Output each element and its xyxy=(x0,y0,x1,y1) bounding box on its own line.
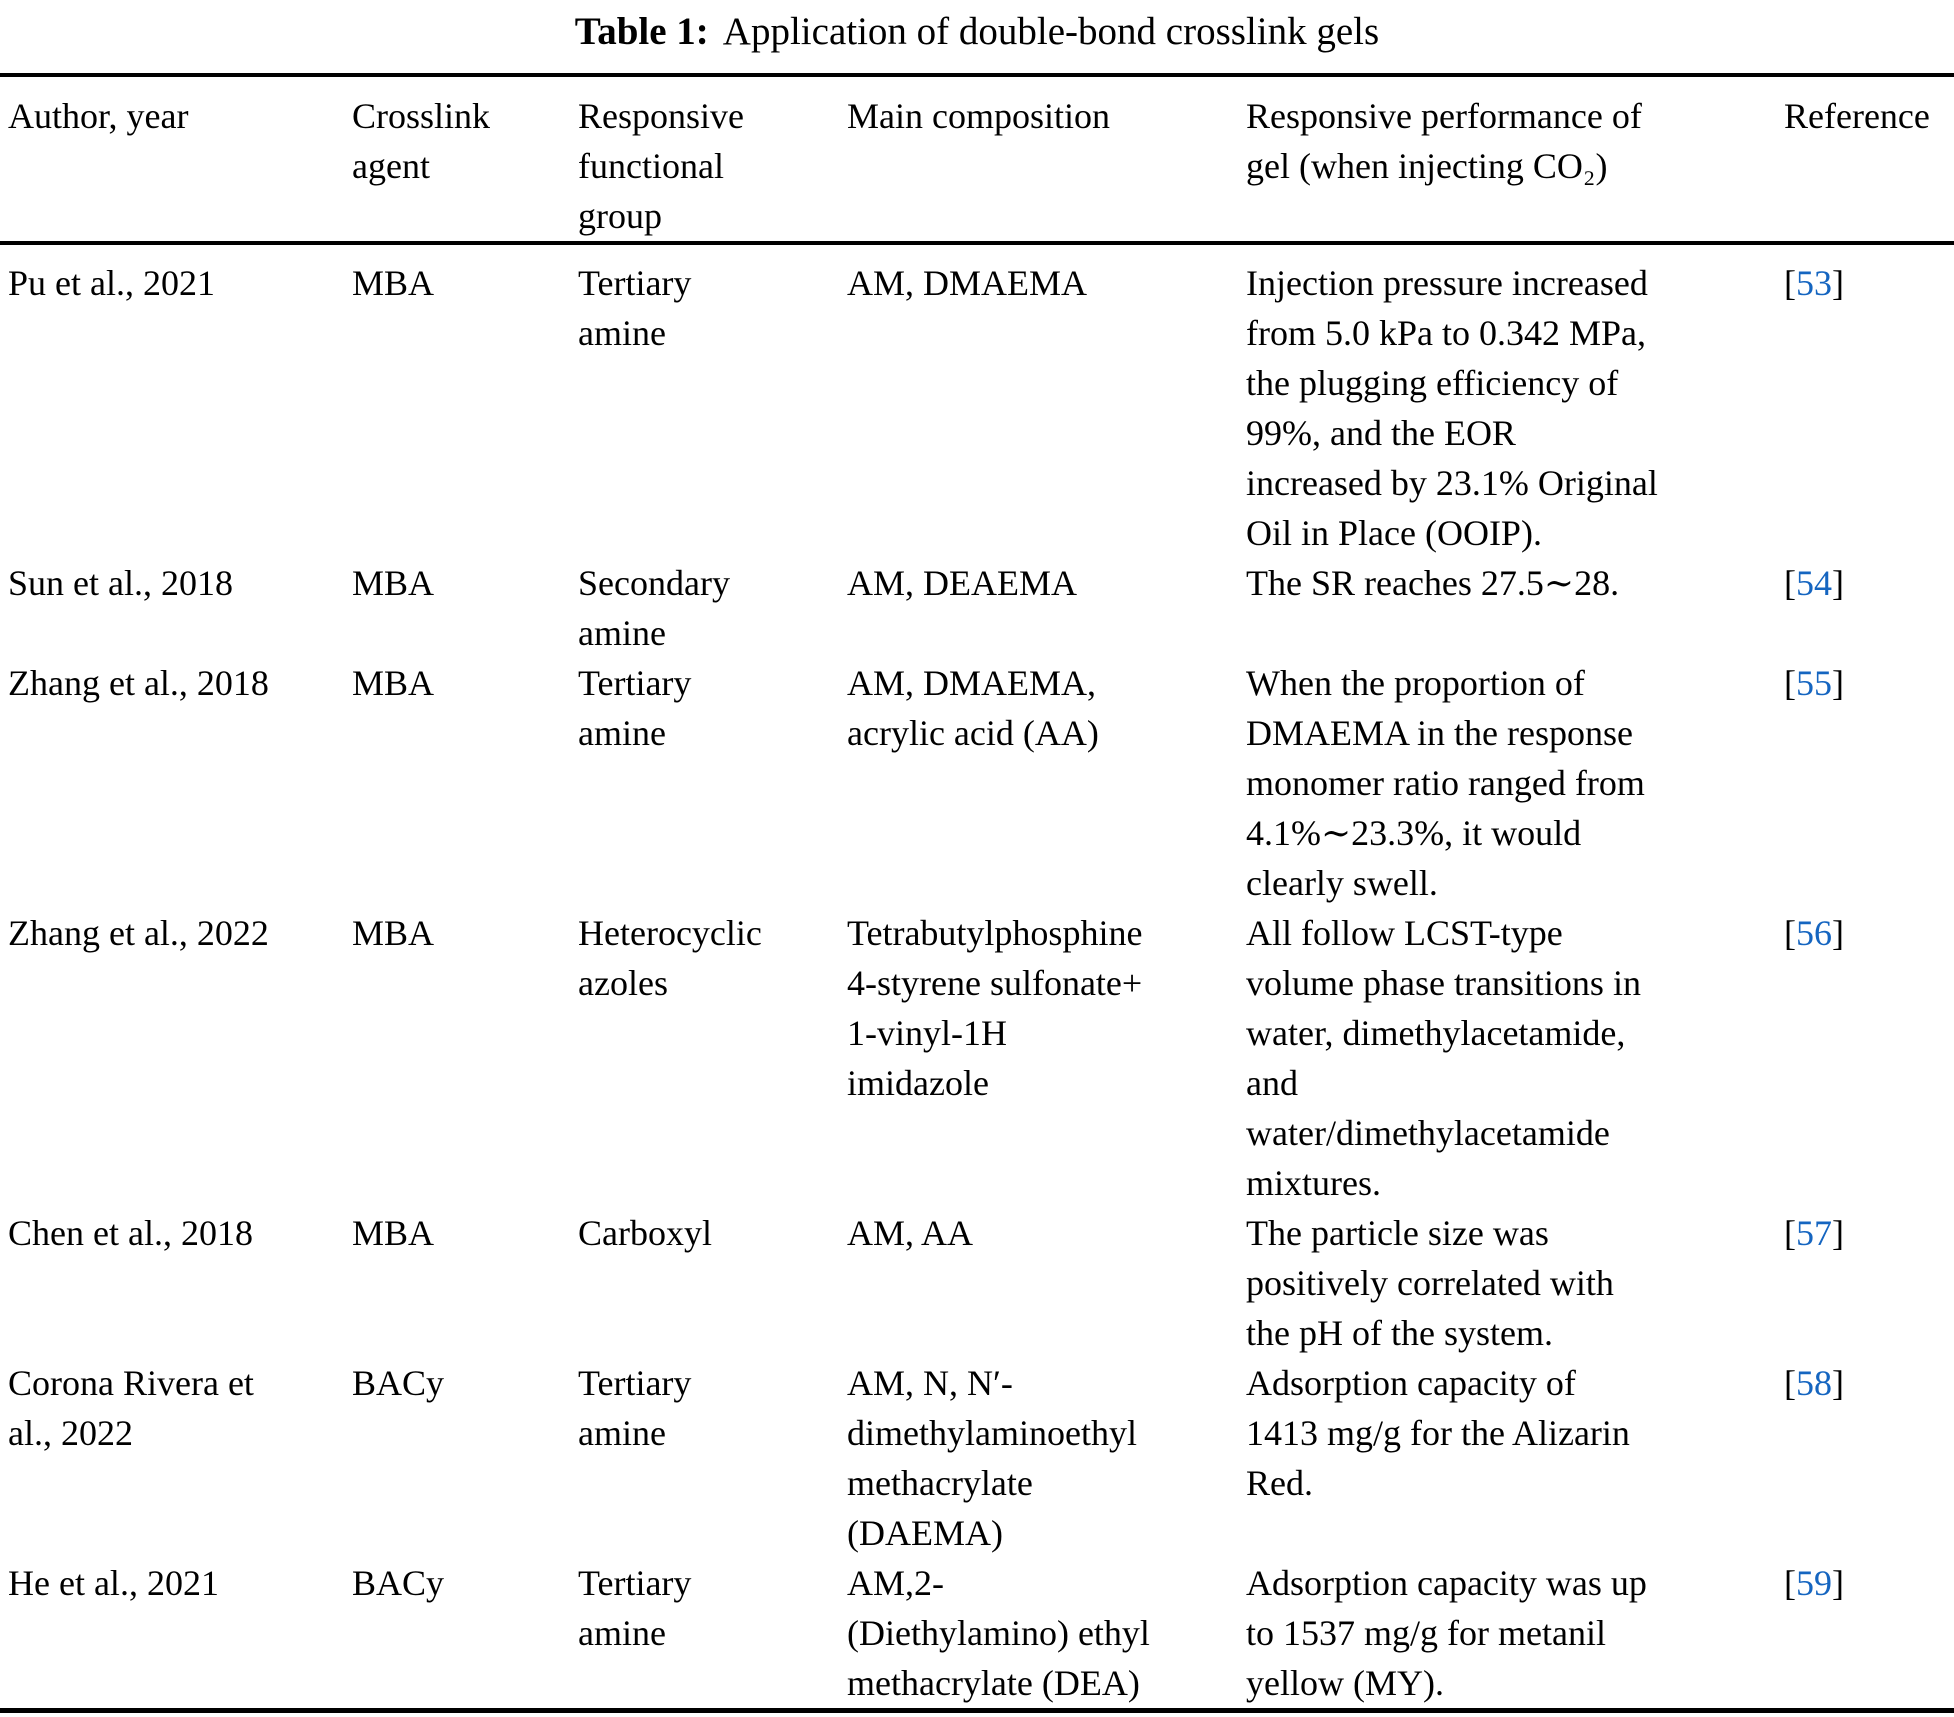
composition-cell: AM, DMAEMA xyxy=(847,263,1088,303)
author-cell: Pu et al., 2021 xyxy=(8,263,215,303)
reference-link[interactable]: 59 xyxy=(1796,1563,1832,1603)
crosslink-agent-cell: MBA xyxy=(352,1213,435,1253)
functional-group-cell: Tertiary amine xyxy=(578,1563,692,1653)
bracket-open: [ xyxy=(1784,263,1796,303)
performance-cell: Injection pressure increased from 5.0 kP… xyxy=(1246,263,1658,553)
table-caption: Table 1: Application of double-bond cros… xyxy=(0,0,1954,73)
composition-cell: AM, N, N′- dimethylaminoethyl methacryla… xyxy=(847,1363,1137,1553)
crosslink-agent-cell: MBA xyxy=(352,663,435,703)
bracket-close: ] xyxy=(1832,913,1844,953)
crosslink-agent-cell: MBA xyxy=(352,563,435,603)
composition-cell: AM, AA xyxy=(847,1213,974,1253)
header-responsive-performance: Responsive performance of gel (when inje… xyxy=(1246,96,1642,186)
table-row: Corona Rivera et al., 2022 BACy Tertiary… xyxy=(0,1358,1954,1558)
reference-link[interactable]: 57 xyxy=(1796,1213,1832,1253)
author-cell: Zhang et al., 2022 xyxy=(8,913,269,953)
bracket-close: ] xyxy=(1832,563,1844,603)
table-row: Sun et al., 2018 MBA Secondary amine AM,… xyxy=(0,558,1954,658)
header-crosslink-agent: Crosslink agent xyxy=(352,96,491,186)
performance-cell: Adsorption capacity was up to 1537 mg/g … xyxy=(1246,1563,1647,1703)
composition-cell: AM, DEAEMA xyxy=(847,563,1077,603)
author-cell: Chen et al., 2018 xyxy=(8,1213,253,1253)
performance-cell: When the proportion of DMAEMA in the res… xyxy=(1246,663,1645,903)
table-row: Pu et al., 2021 MBA Tertiary amine AM, D… xyxy=(0,258,1954,558)
functional-group-cell: Tertiary amine xyxy=(578,1363,692,1453)
header-responsive-functional-group: Responsive functional group xyxy=(578,96,744,236)
composition-cell: AM, DMAEMA, acrylic acid (AA) xyxy=(847,663,1099,753)
reference-cell: [55] xyxy=(1784,658,1954,908)
reference-cell: [59] xyxy=(1784,1558,1954,1708)
author-cell: Corona Rivera et al., 2022 xyxy=(8,1363,254,1453)
reference-link[interactable]: 58 xyxy=(1796,1363,1832,1403)
composition-cell: AM,2- (Diethylamino) ethyl methacrylate … xyxy=(847,1563,1150,1703)
functional-group-cell: Tertiary amine xyxy=(578,263,692,353)
reference-link[interactable]: 56 xyxy=(1796,913,1832,953)
crosslink-agent-cell: BACy xyxy=(352,1363,445,1403)
crosslink-agent-cell: MBA xyxy=(352,263,435,303)
reference-cell: [57] xyxy=(1784,1208,1954,1358)
author-cell: Sun et al., 2018 xyxy=(8,563,233,603)
header-author-year: Author, year xyxy=(8,96,189,136)
table-row: Zhang et al., 2022 MBA Heterocyclic azol… xyxy=(0,908,1954,1208)
performance-cell: Adsorption capacity of 1413 mg/g for the… xyxy=(1246,1363,1630,1503)
reference-cell: [58] xyxy=(1784,1358,1954,1558)
bracket-close: ] xyxy=(1832,263,1844,303)
bracket-close: ] xyxy=(1832,1213,1844,1253)
author-cell: He et al., 2021 xyxy=(8,1563,219,1603)
reference-cell: [54] xyxy=(1784,558,1954,658)
reference-cell: [53] xyxy=(1784,258,1954,558)
table-caption-label: Table 1: xyxy=(574,10,709,53)
author-cell: Zhang et al., 2018 xyxy=(8,663,269,703)
performance-cell: All follow LCST-type volume phase transi… xyxy=(1246,913,1641,1203)
reference-link[interactable]: 54 xyxy=(1796,563,1832,603)
table-row: He et al., 2021 BACy Tertiary amine AM,2… xyxy=(0,1558,1954,1708)
reference-link[interactable]: 53 xyxy=(1796,263,1832,303)
bracket-open: [ xyxy=(1784,1363,1796,1403)
functional-group-cell: Heterocyclic azoles xyxy=(578,913,762,1003)
crosslink-agent-cell: BACy xyxy=(352,1563,445,1603)
header-reference: Reference xyxy=(1784,96,1930,136)
functional-group-cell: Carboxyl xyxy=(578,1213,712,1253)
bracket-close: ] xyxy=(1832,1563,1844,1603)
performance-cell: The SR reaches 27.5∼28. xyxy=(1246,563,1620,603)
header-main-composition: Main composition xyxy=(847,96,1110,136)
table-row: Zhang et al., 2018 MBA Tertiary amine AM… xyxy=(0,658,1954,908)
table-body: Pu et al., 2021 MBA Tertiary amine AM, D… xyxy=(0,245,1954,1713)
table-caption-text: Application of double-bond crosslink gel… xyxy=(722,10,1380,53)
bracket-open: [ xyxy=(1784,563,1796,603)
data-table: Author, year Crosslink agent Responsive … xyxy=(0,73,1954,1713)
bracket-open: [ xyxy=(1784,1213,1796,1253)
table-row: Chen et al., 2018 MBA Carboxyl AM, AA Th… xyxy=(0,1208,1954,1358)
performance-cell: The particle size was positively correla… xyxy=(1246,1213,1614,1353)
bracket-open: [ xyxy=(1784,1563,1796,1603)
functional-group-cell: Tertiary amine xyxy=(578,663,692,753)
bracket-open: [ xyxy=(1784,913,1796,953)
composition-cell: Tetrabutylphosphine 4-styrene sulfonate+… xyxy=(847,913,1143,1103)
bracket-close: ] xyxy=(1832,1363,1844,1403)
bracket-open: [ xyxy=(1784,663,1796,703)
reference-cell: [56] xyxy=(1784,908,1954,1208)
crosslink-agent-cell: MBA xyxy=(352,913,435,953)
functional-group-cell: Secondary amine xyxy=(578,563,730,653)
reference-link[interactable]: 55 xyxy=(1796,663,1832,703)
table-header-row: Author, year Crosslink agent Responsive … xyxy=(0,77,1954,245)
bracket-close: ] xyxy=(1832,663,1844,703)
